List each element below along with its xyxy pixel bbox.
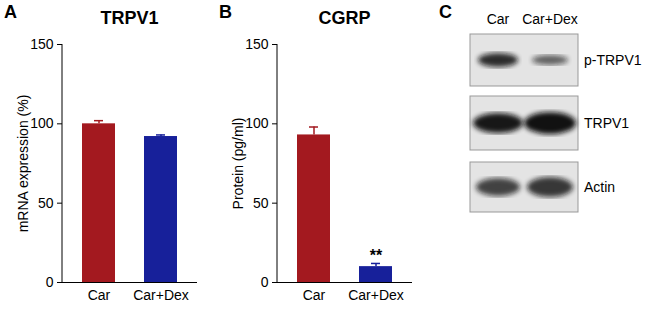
- svg-text:0: 0: [261, 274, 269, 290]
- svg-text:**: **: [370, 247, 383, 264]
- svg-text:100: 100: [30, 115, 54, 131]
- html-text:A: A: [4, 2, 17, 22]
- svg-text:Actin: Actin: [584, 179, 615, 195]
- svg-text:mRNA expression (%): mRNA expression (%): [15, 95, 31, 233]
- svg-text:Car: Car: [88, 287, 111, 303]
- html-text:B: B: [219, 2, 232, 22]
- svg-text:p-TRPV1: p-TRPV1: [584, 52, 642, 68]
- svg-text:Car+Dex: Car+Dex: [133, 287, 189, 303]
- svg-text:50: 50: [253, 195, 269, 211]
- svg-text:50: 50: [38, 195, 54, 211]
- svg-text:Car: Car: [487, 11, 510, 27]
- svg-text:100: 100: [245, 115, 269, 131]
- html-text:TRPV1: TRPV1: [100, 8, 159, 28]
- html-text:C: C: [439, 2, 452, 22]
- svg-text:Protein (pg/ml): Protein (pg/ml): [230, 118, 246, 210]
- svg-text:150: 150: [245, 36, 269, 52]
- svg-text:0: 0: [46, 274, 54, 290]
- svg-text:Car: Car: [303, 287, 326, 303]
- html-text:CGRP: CGRP: [318, 8, 371, 28]
- svg-text:Car+Dex: Car+Dex: [522, 11, 578, 27]
- svg-text:Car+Dex: Car+Dex: [348, 287, 404, 303]
- svg-text:TRPV1: TRPV1: [584, 115, 629, 131]
- svg-text:150: 150: [30, 36, 54, 52]
